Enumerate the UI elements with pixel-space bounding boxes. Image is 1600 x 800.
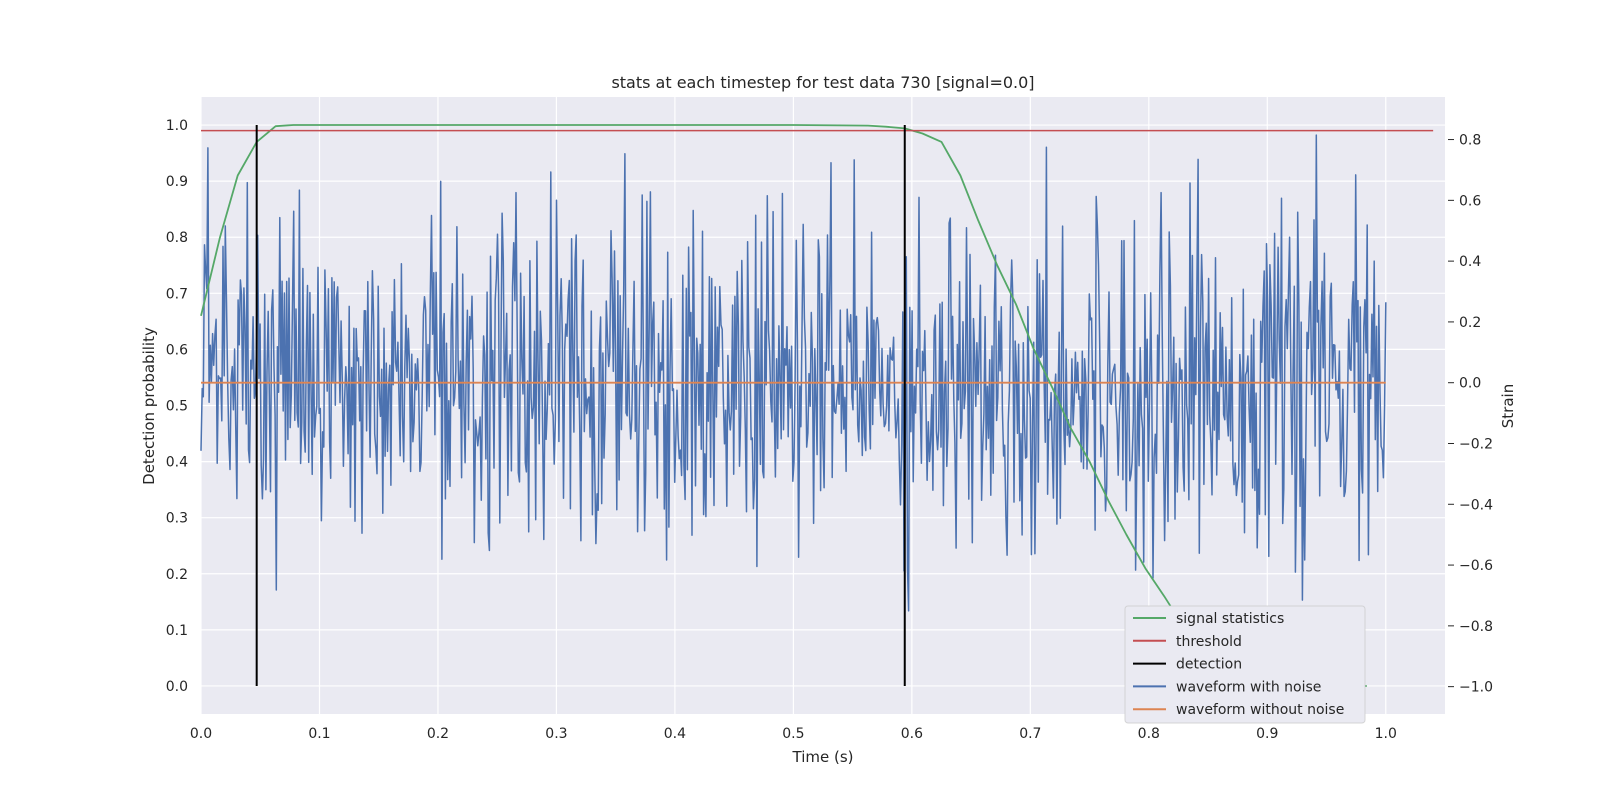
- right-y-axis-label: Strain: [1499, 384, 1517, 428]
- legend-label: signal statistics: [1176, 611, 1284, 627]
- x-tick-label: 0.6: [901, 726, 923, 742]
- legend-label: waveform with noise: [1176, 679, 1321, 695]
- y-tick-label: 0.9: [166, 174, 188, 190]
- chart-title: stats at each timestep for test data 730…: [611, 73, 1034, 92]
- y-tick-label: 0.5: [166, 399, 188, 415]
- x-tick-label: 0.5: [782, 726, 804, 742]
- right-y-tick-label: −1.0: [1459, 680, 1493, 696]
- y-tick-label: 0.8: [166, 230, 188, 246]
- right-y-tick-label: 0.8: [1459, 133, 1481, 149]
- x-tick-label: 0.8: [1138, 726, 1160, 742]
- x-tick-label: 0.7: [1019, 726, 1041, 742]
- waveform-with-noise-line: [200, 134, 1387, 612]
- y-tick-label: 0.6: [166, 342, 188, 358]
- y-tick-label: 0.4: [166, 455, 188, 471]
- legend-label: threshold: [1176, 634, 1242, 650]
- legend-label: detection: [1176, 657, 1242, 673]
- x-axis-label: Time (s): [792, 748, 854, 766]
- right-y-tick-label: −0.2: [1459, 436, 1493, 452]
- x-tick-label: 1.0: [1375, 726, 1397, 742]
- right-y-tick-label: 0.6: [1459, 193, 1481, 209]
- x-axis: 0.0 0.1 0.2 0.3 0.4 0.5 0.6 0.7 0.8 0.9 1.0: [190, 726, 1397, 742]
- right-y-tick-label: 0.0: [1459, 376, 1481, 392]
- x-tick-label: 0.4: [664, 726, 686, 742]
- right-y-tick-label: −0.8: [1459, 619, 1493, 635]
- legend: signal statistics threshold detection wavef…: [1124, 605, 1366, 724]
- x-tick-label: 0.2: [427, 726, 449, 742]
- right-y-axis: −1.0 −0.8 −0.6 −0.4 −0.2 0.0 0.2 0.4 0.6 0.8: [1448, 133, 1493, 696]
- y-tick-label: 0.3: [166, 511, 188, 527]
- right-y-tick-label: 0.4: [1459, 254, 1481, 270]
- x-tick-label: 0.0: [190, 726, 212, 742]
- x-tick-label: 0.1: [308, 726, 330, 742]
- right-y-tick-label: −0.4: [1459, 497, 1493, 513]
- legend-label: waveform without noise: [1176, 702, 1344, 718]
- y-tick-label: 1.0: [166, 118, 188, 134]
- legend-box: [1124, 605, 1366, 724]
- x-tick-label: 0.3: [545, 726, 567, 742]
- y-tick-label: 0.1: [166, 623, 188, 639]
- x-tick-label: 0.9: [1256, 726, 1278, 742]
- left-y-axis: 0.0 0.1 0.2 0.3 0.4 0.5 0.6 0.7 0.8 0.9 1.0: [166, 118, 188, 695]
- right-y-tick-label: −0.6: [1459, 558, 1493, 574]
- y-tick-label: 0.7: [166, 286, 188, 302]
- y-tick-label: 0.2: [166, 567, 188, 583]
- y-tick-label: 0.0: [166, 679, 188, 695]
- series-layer: [200, 124, 1434, 687]
- right-y-tick-label: 0.2: [1459, 315, 1481, 331]
- y-axis-label: Detection probability: [140, 327, 158, 485]
